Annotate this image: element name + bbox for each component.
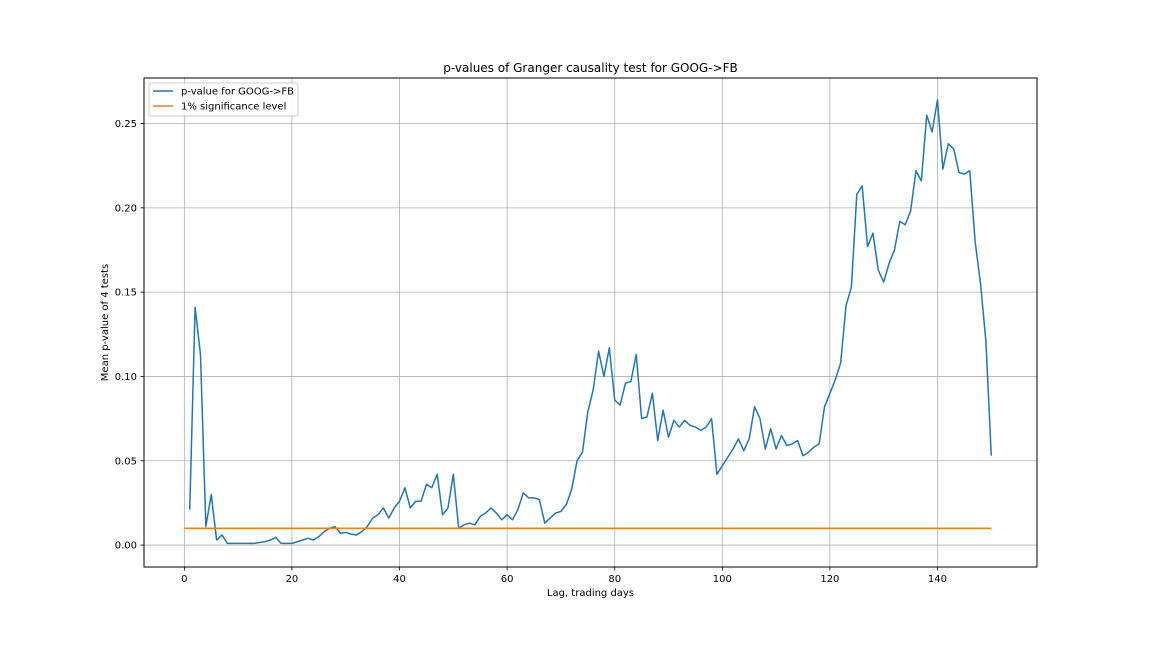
y-tick-label: 0.15 bbox=[115, 288, 137, 299]
ticks: 0 20 40 60 80 100 120 140 0.00 0.05 0.10 0.15 0.20 0.… bbox=[115, 119, 947, 585]
grid bbox=[144, 78, 1037, 567]
chart-title: p-values of Granger causality test for G… bbox=[443, 61, 737, 75]
x-tick-label: 60 bbox=[501, 574, 514, 585]
x-tick-label: 40 bbox=[393, 574, 406, 585]
x-tick-label: 80 bbox=[608, 574, 621, 585]
x-tick-label: 0 bbox=[181, 574, 187, 585]
legend-label-significance: 1% significance level bbox=[181, 102, 286, 113]
x-tick-label: 100 bbox=[713, 574, 732, 585]
y-tick-label: 0.10 bbox=[115, 372, 137, 383]
y-axis-label: Mean p-value of 4 tests bbox=[100, 264, 111, 381]
x-tick-label: 140 bbox=[928, 574, 947, 585]
legend-label-pvalue: p-value for GOOG->FB bbox=[181, 87, 294, 98]
y-tick-label: 0.25 bbox=[115, 119, 137, 130]
plot-frame bbox=[143, 77, 1038, 568]
y-tick-label: 0.05 bbox=[115, 456, 137, 467]
legend-box bbox=[148, 82, 299, 117]
x-tick-label: 120 bbox=[820, 574, 839, 585]
pvalue-series-line bbox=[188, 99, 993, 545]
x-axis-label: Lag, trading days bbox=[547, 588, 634, 599]
series-layer bbox=[184, 99, 993, 545]
y-tick-label: 0.00 bbox=[115, 541, 137, 552]
plot-area bbox=[144, 78, 1037, 567]
legend: p-value for GOOG->FB 1% significance lev… bbox=[148, 82, 299, 117]
y-tick-label: 0.20 bbox=[115, 203, 137, 214]
x-tick-label: 20 bbox=[286, 574, 299, 585]
